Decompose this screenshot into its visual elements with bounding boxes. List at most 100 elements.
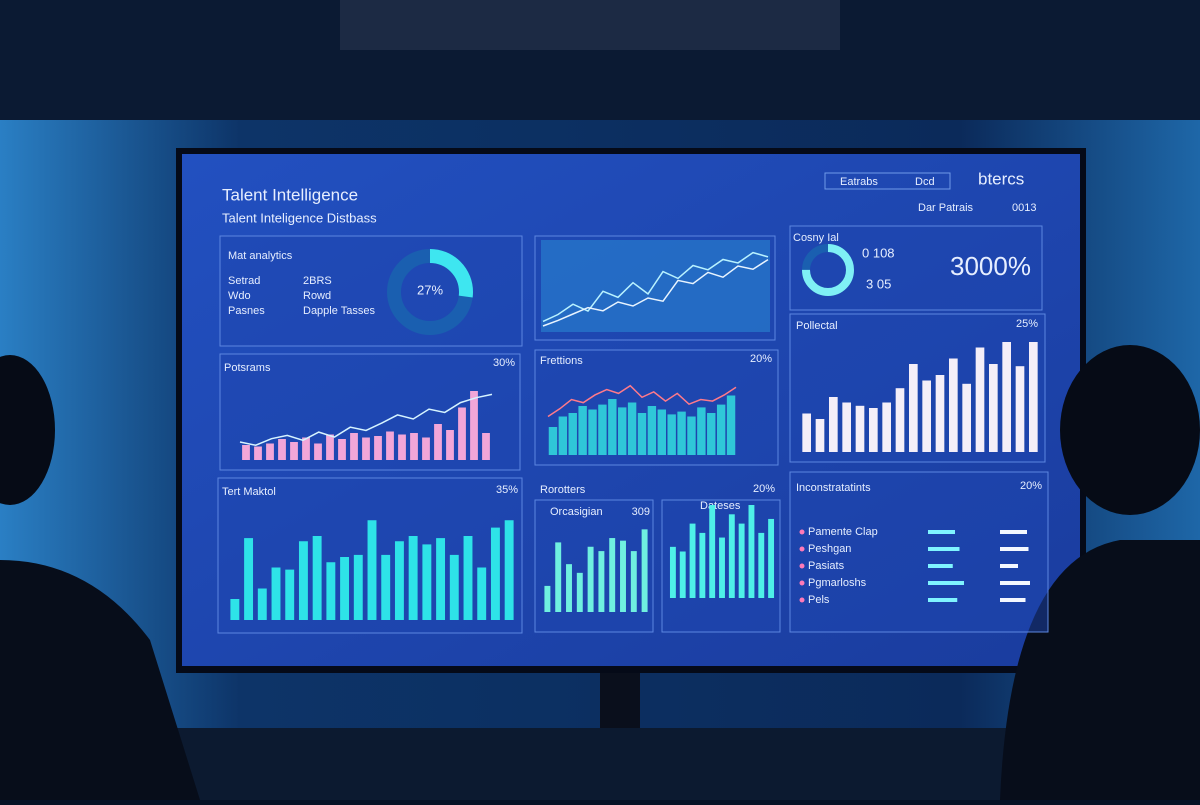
bar [558, 416, 568, 455]
row-label: Peshgan [808, 543, 851, 555]
stand [600, 673, 640, 733]
subtitle: Orcasigian [550, 506, 603, 518]
row-label: Pamente Clap [808, 526, 878, 538]
bar [815, 419, 825, 452]
badge: 20% [1020, 480, 1042, 492]
bar [408, 536, 418, 620]
bar [257, 588, 267, 620]
bar [855, 405, 865, 452]
bar [436, 538, 446, 620]
bar [271, 567, 281, 620]
bar [928, 547, 960, 551]
bar [230, 599, 240, 620]
search-box[interactable] [824, 172, 951, 190]
bar [909, 364, 918, 452]
bar [410, 433, 418, 460]
bar [470, 391, 478, 460]
logo: btercs [978, 169, 1024, 188]
big-stat: 3000% [950, 251, 1031, 281]
panel [789, 471, 1049, 633]
line [547, 384, 737, 418]
bar [627, 402, 637, 455]
row-value: Rowd [303, 290, 331, 302]
bar [829, 397, 838, 452]
bar [1000, 598, 1026, 602]
bar [394, 541, 404, 620]
bar [949, 358, 958, 452]
panel-title: Dateses [700, 500, 741, 512]
bar [618, 407, 627, 455]
bar [568, 413, 577, 455]
bar [326, 562, 336, 620]
bar [989, 364, 998, 452]
row-label: Wdo [228, 290, 251, 302]
bar [548, 427, 558, 455]
bar [707, 413, 716, 455]
donut-label: 27% [417, 282, 443, 297]
bar [398, 434, 406, 460]
donut-arc [802, 244, 854, 296]
filter-value: 0013 [1012, 202, 1036, 214]
bar [598, 404, 607, 455]
dot [799, 580, 805, 586]
row-label: Setrad [228, 275, 260, 287]
bar [312, 536, 322, 620]
bar [278, 439, 286, 460]
bar [1000, 581, 1030, 585]
value: 309 [632, 506, 650, 518]
vent [340, 0, 840, 50]
row-label: Pasiats [808, 560, 845, 572]
bar [490, 527, 500, 620]
bar [895, 388, 905, 452]
badge: 35% [496, 484, 518, 496]
dot [799, 546, 805, 552]
bar [449, 554, 459, 620]
panel-title: Tert Maktol [222, 486, 276, 498]
dot [799, 597, 805, 603]
bar [802, 413, 811, 452]
bar [598, 551, 605, 612]
bar [1015, 366, 1025, 452]
bar [381, 554, 391, 620]
bar [962, 383, 971, 452]
bar [477, 567, 487, 620]
bar [608, 399, 617, 455]
bar [928, 581, 964, 585]
bar [374, 436, 382, 460]
bar [504, 520, 514, 620]
bar [1002, 342, 1011, 452]
plot-bg [541, 240, 770, 332]
bar [768, 518, 775, 598]
bar [716, 404, 726, 455]
bar [555, 542, 562, 612]
bar [266, 443, 274, 460]
bar [620, 540, 626, 612]
filter[interactable]: Dar Patrais [918, 202, 974, 214]
dot [799, 529, 805, 535]
panel-title: Mat analytics [228, 250, 293, 262]
subtitle: Talent Inteligence Distbass [222, 210, 377, 225]
line [542, 258, 769, 327]
bar [928, 598, 958, 602]
panel [789, 225, 1043, 311]
person-left-body [0, 560, 200, 800]
bar [719, 537, 725, 598]
bar [667, 414, 676, 455]
bar [544, 585, 551, 612]
bar [587, 546, 594, 612]
bar [386, 431, 394, 460]
bar [748, 505, 755, 598]
bar [285, 569, 295, 620]
bar [728, 514, 735, 598]
dot [799, 563, 805, 569]
bar [709, 505, 716, 598]
bar [882, 402, 891, 452]
bar [367, 520, 377, 620]
bar [326, 434, 334, 460]
bar [302, 437, 310, 460]
bar [935, 375, 945, 452]
person-right-head [1060, 345, 1200, 515]
row-label: Pels [808, 594, 830, 606]
